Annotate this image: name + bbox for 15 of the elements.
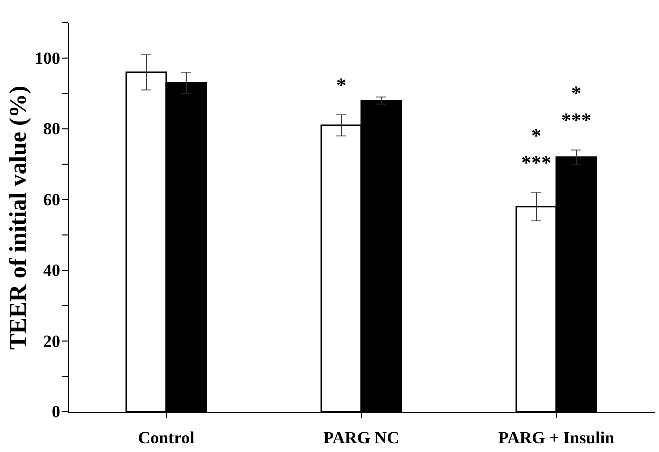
annotation: ***	[522, 152, 552, 175]
annotation: *	[572, 82, 582, 105]
annotation: *	[532, 125, 542, 148]
y-axis-title: TEER of initial value (%)	[6, 86, 32, 350]
y-tick-label: 0	[52, 402, 60, 422]
x-tick-label: PARG NC	[324, 428, 400, 448]
y-tick-label: 60	[44, 190, 60, 210]
y-tick-label: 40	[44, 261, 60, 280]
annotation: ***	[562, 110, 592, 132]
annotation: *	[336, 74, 347, 97]
y-tick-label: 80	[44, 120, 60, 139]
x-tick-label: Control	[138, 428, 195, 448]
y-tick-label: 20	[44, 332, 60, 351]
x-tick-label: PARG + Insulin	[498, 428, 616, 448]
y-tick-label: 100	[35, 48, 60, 68]
